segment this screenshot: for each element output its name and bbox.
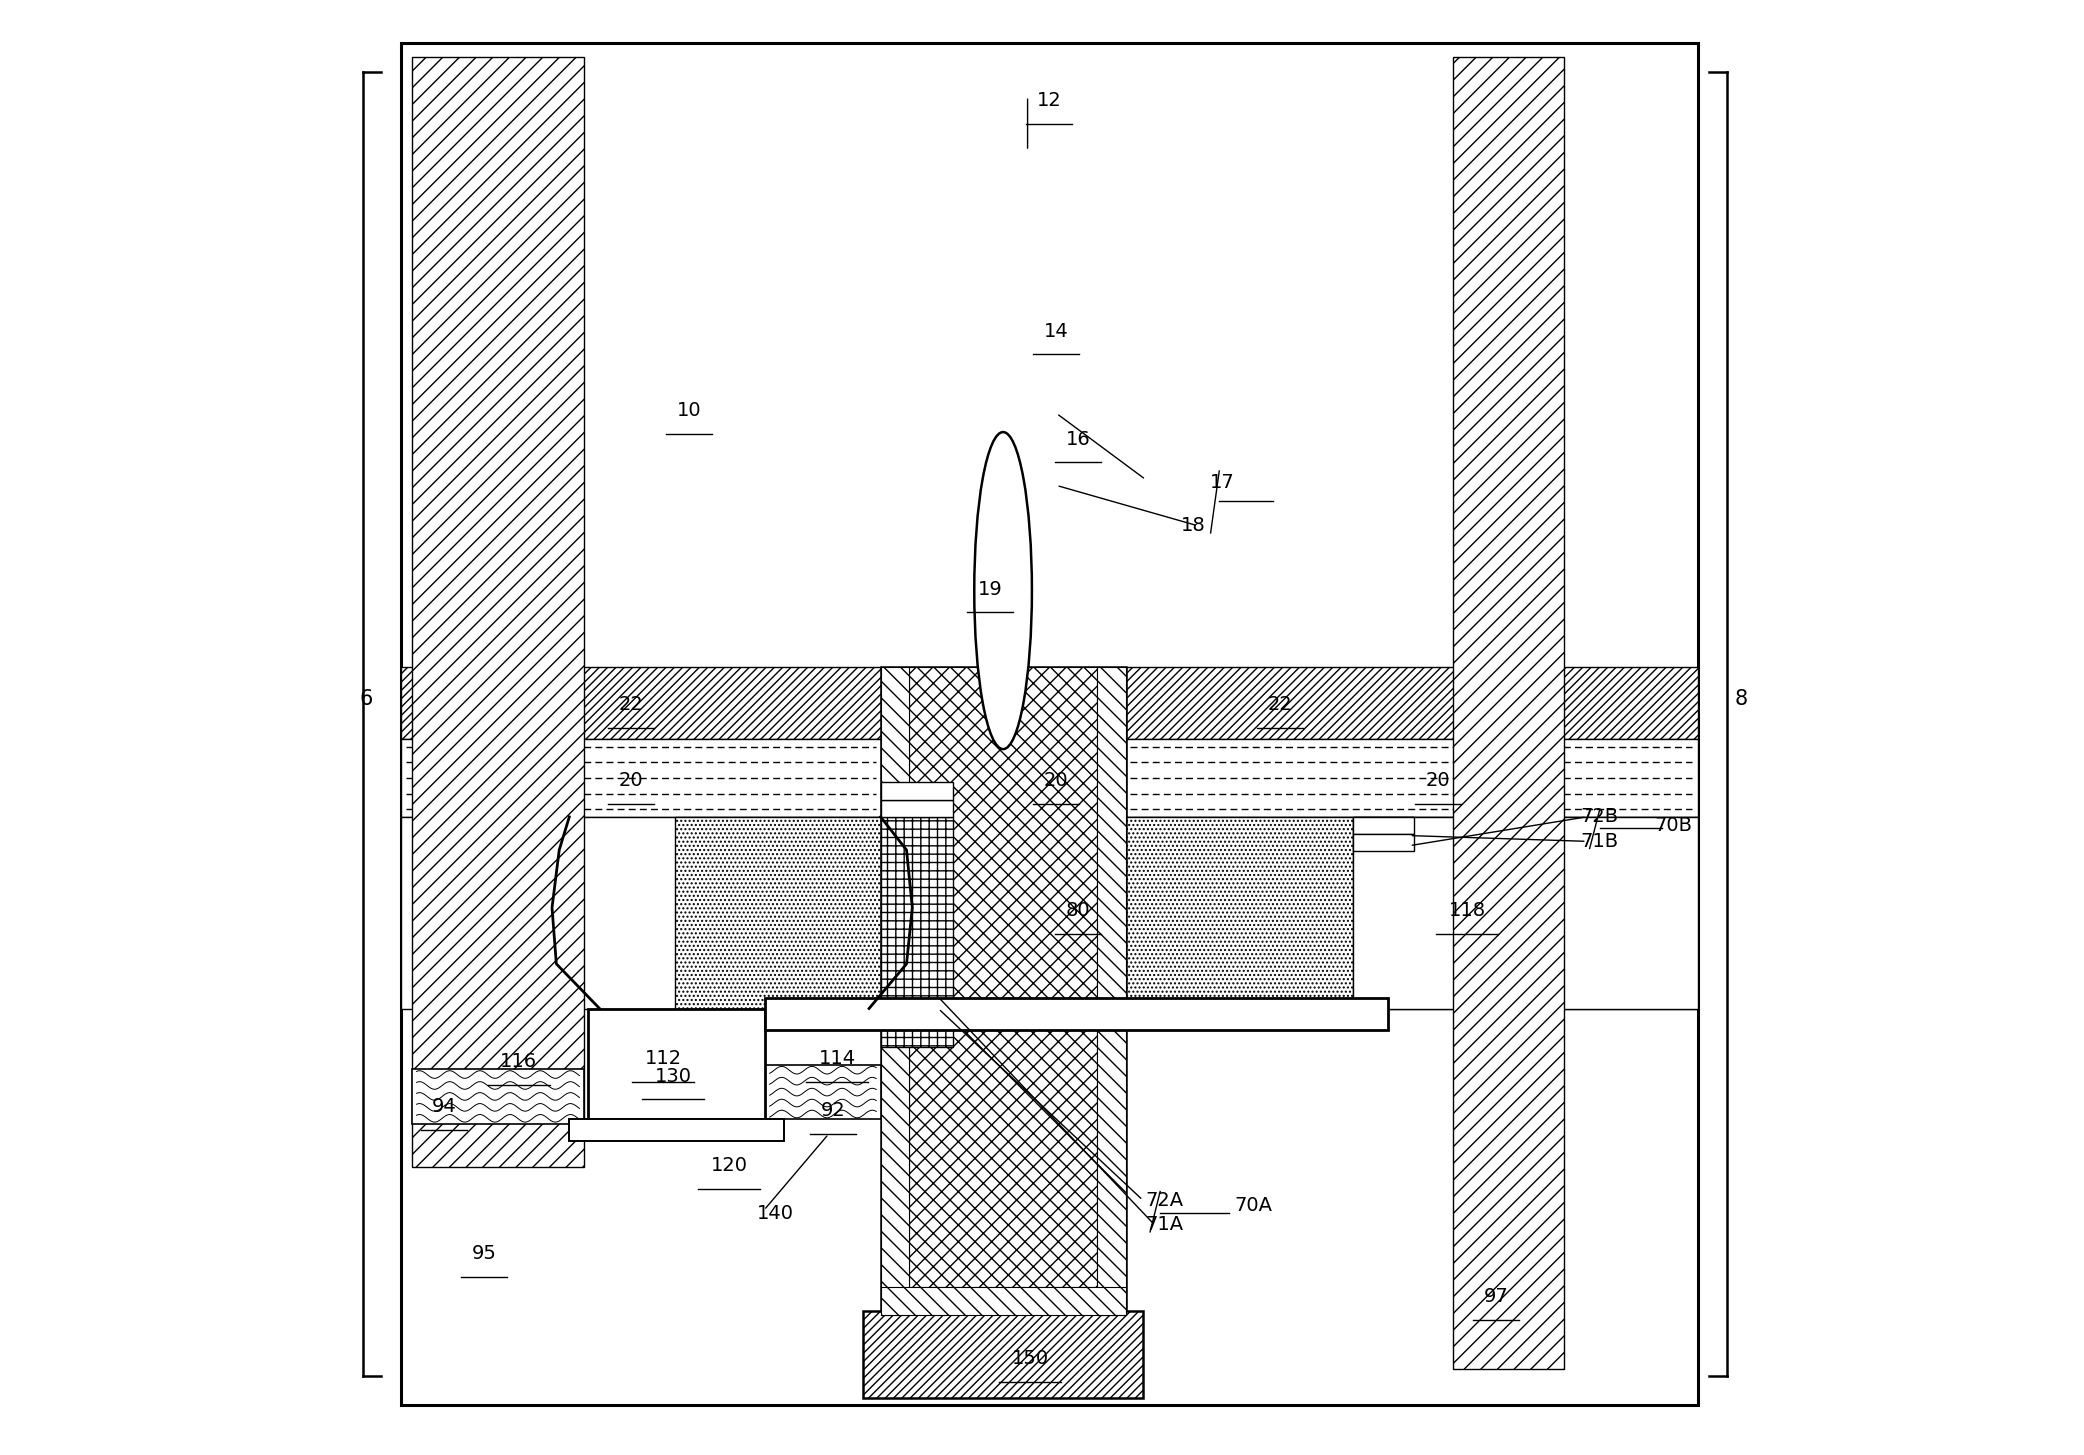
Text: 94: 94 xyxy=(431,1097,456,1116)
Bar xyxy=(413,1069,584,1123)
Text: 71B: 71B xyxy=(1580,832,1619,851)
Text: 6: 6 xyxy=(358,688,373,709)
Bar xyxy=(404,666,1694,1403)
Bar xyxy=(882,666,909,1315)
Text: 20: 20 xyxy=(619,771,644,790)
Bar xyxy=(863,1311,1142,1398)
Bar xyxy=(882,800,952,816)
Text: 130: 130 xyxy=(654,1067,692,1085)
Bar xyxy=(413,57,584,1167)
Text: 18: 18 xyxy=(1182,517,1207,535)
Bar xyxy=(1125,666,1698,739)
Bar xyxy=(569,1119,784,1141)
Text: 10: 10 xyxy=(677,402,700,420)
Bar xyxy=(765,1065,882,1119)
Bar xyxy=(882,1286,1125,1315)
Bar xyxy=(765,998,1388,1030)
Text: 8: 8 xyxy=(1734,688,1748,709)
Text: 16: 16 xyxy=(1065,429,1090,448)
Bar xyxy=(588,1008,765,1119)
Text: 112: 112 xyxy=(644,1049,681,1068)
Text: 118: 118 xyxy=(1448,901,1486,920)
Text: 120: 120 xyxy=(711,1157,748,1176)
Text: 72B: 72B xyxy=(1580,808,1619,826)
Bar xyxy=(675,816,1353,1008)
Bar xyxy=(1096,666,1125,1315)
Text: 22: 22 xyxy=(619,695,644,714)
Ellipse shape xyxy=(973,432,1032,749)
Text: 14: 14 xyxy=(1044,322,1069,340)
Text: 17: 17 xyxy=(1211,473,1234,492)
Bar xyxy=(400,666,882,739)
Bar xyxy=(400,739,882,816)
Text: 95: 95 xyxy=(471,1244,496,1263)
Bar xyxy=(882,783,952,800)
Text: 80: 80 xyxy=(1065,901,1090,920)
Text: 70A: 70A xyxy=(1236,1196,1273,1215)
Text: 72A: 72A xyxy=(1146,1190,1184,1209)
Bar xyxy=(1353,816,1413,834)
Text: 22: 22 xyxy=(1267,695,1292,714)
Bar xyxy=(1453,57,1563,1369)
Text: 114: 114 xyxy=(819,1049,857,1068)
Bar xyxy=(1125,739,1698,816)
Text: 116: 116 xyxy=(500,1052,538,1071)
Bar xyxy=(1353,834,1413,851)
Text: 97: 97 xyxy=(1484,1288,1509,1307)
Text: 20: 20 xyxy=(1044,771,1069,790)
Bar xyxy=(882,816,952,1048)
Text: 12: 12 xyxy=(1038,92,1061,111)
Text: 70B: 70B xyxy=(1655,816,1692,835)
Bar xyxy=(882,666,1125,1315)
Bar xyxy=(400,816,1698,1008)
Bar xyxy=(1353,816,1698,1008)
Text: 140: 140 xyxy=(756,1203,794,1222)
Text: 71A: 71A xyxy=(1146,1215,1184,1234)
Text: 150: 150 xyxy=(1013,1349,1048,1368)
Bar xyxy=(400,44,1698,1406)
Bar xyxy=(909,666,1096,1286)
Text: 92: 92 xyxy=(821,1101,846,1120)
Text: 19: 19 xyxy=(977,579,1002,598)
Text: 20: 20 xyxy=(1425,771,1450,790)
